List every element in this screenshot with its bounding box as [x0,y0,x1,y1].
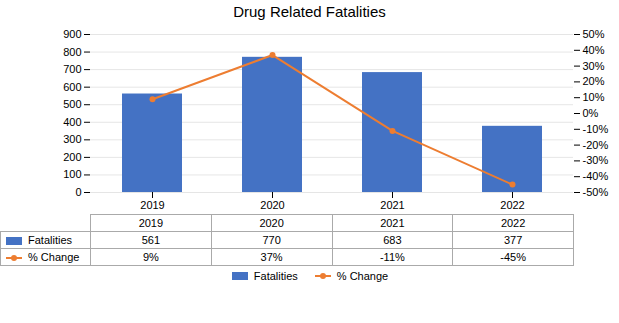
html-text:Drug Related Fatalities: Drug Related Fatalities [233,3,386,20]
html-text:Fatalities: Fatalities [28,234,72,246]
html-text:2019: 2019 [138,217,164,229]
html-text:377: 377 [503,234,523,246]
html-text:-11%: -11% [379,251,405,263]
svg-text:2022: 2022 [500,199,524,211]
svg-text:20%: 20% [583,75,605,87]
svg-text:800: 800 [63,46,81,58]
svg-text:2021: 2021 [380,199,404,211]
html-text:683: 683 [383,234,402,246]
svg-text:2019: 2019 [140,199,164,211]
html-text:561: 561 [141,234,160,246]
svg-text:-50%: -50% [583,186,609,198]
html-text:2020: 2020 [259,217,284,229]
html-text:770: 770 [262,234,281,246]
svg-text:700: 700 [63,63,81,75]
svg-text:600: 600 [63,81,81,93]
html-text:9%: 9% [142,251,159,263]
svg-text:40%: 40% [583,44,605,56]
svg-text:0%: 0% [583,107,599,119]
svg-text:2020: 2020 [260,199,284,211]
svg-text:30%: 30% [583,60,605,72]
html-text:2021: 2021 [380,217,405,229]
html-text:Fatalities: Fatalities [253,270,298,282]
svg-text:900: 900 [63,28,81,40]
svg-text:-30%: -30% [583,154,609,166]
svg-text:-10%: -10% [583,123,609,135]
html-text:% Change: % Change [28,251,80,263]
svg-text:300: 300 [63,133,81,145]
svg-text:400: 400 [63,116,81,128]
html-text:2022: 2022 [500,217,526,229]
html-text:-45%: -45% [500,251,526,263]
html-text:% Change: % Change [336,270,389,282]
svg-text:50%: 50% [583,28,605,40]
svg-text:100: 100 [63,168,81,180]
svg-text:500: 500 [63,98,81,110]
svg-text:10%: 10% [583,91,605,103]
svg-text:0: 0 [75,186,81,198]
svg-text:-40%: -40% [583,170,609,182]
svg-text:-20%: -20% [583,139,609,151]
html-text:37%: 37% [260,251,283,263]
svg-text:200: 200 [63,151,81,163]
